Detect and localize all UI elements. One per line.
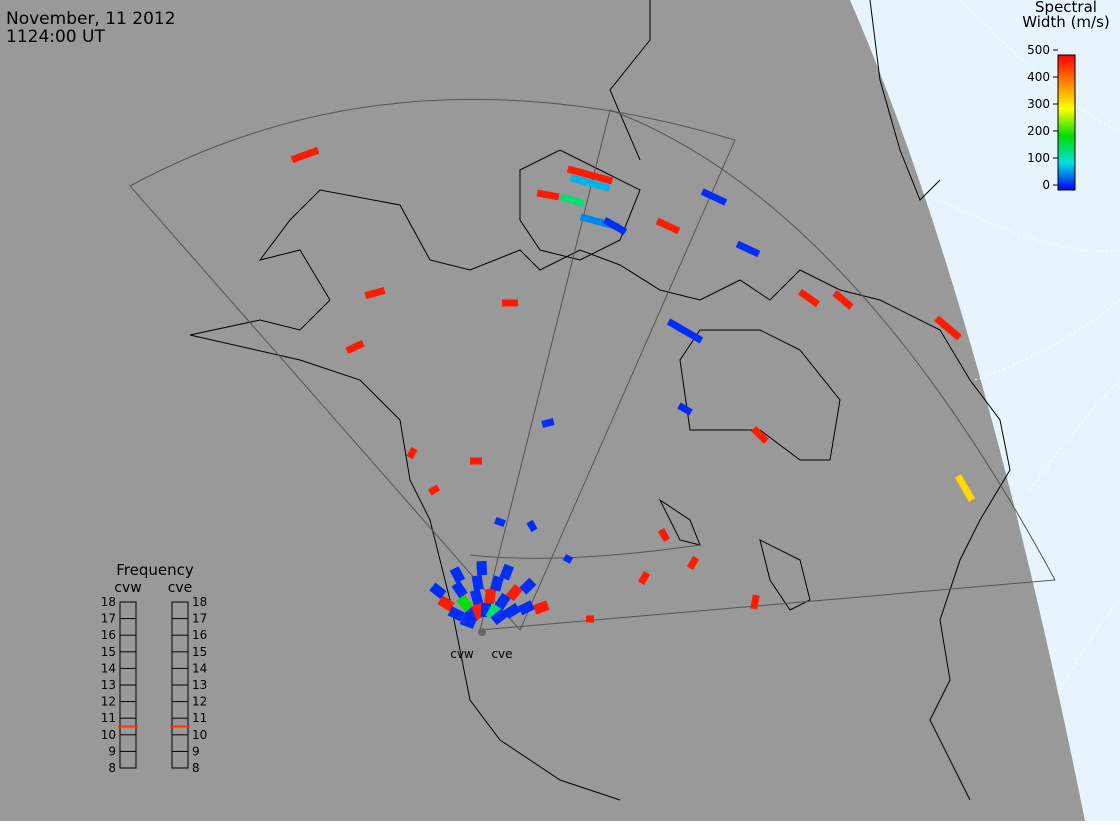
echo-layer: [290, 146, 976, 629]
echo: [456, 594, 473, 612]
radar-name: cve: [168, 580, 193, 596]
radar-label: cve: [491, 647, 512, 661]
echo: [447, 606, 465, 622]
colorbar-ticks: 0 100 200 300 400 500: [1027, 43, 1058, 192]
echo: [290, 146, 320, 164]
frequency-tick-label: 9: [108, 744, 116, 758]
colorbar-title: Width (m/s): [1022, 13, 1110, 31]
echo: [954, 474, 976, 502]
colorbar-tick-label: 300: [1027, 97, 1050, 111]
echo: [364, 287, 386, 299]
frequency-tick-label: 13: [192, 678, 207, 692]
frequency-tick-label: 12: [101, 695, 116, 709]
echo: [490, 575, 504, 592]
frequency-panel: cvw89101112131415161718cve89101112131415…: [101, 580, 208, 775]
echo: [484, 588, 497, 605]
echo: [750, 594, 760, 610]
echo: [637, 571, 651, 585]
echo: [470, 457, 482, 465]
echo: [449, 566, 466, 584]
colorbar-tick-label: 100: [1027, 151, 1050, 165]
colorbar-tick-label: 200: [1027, 124, 1050, 138]
frequency-tick-label: 18: [192, 595, 207, 609]
echo: [427, 484, 441, 496]
echo: [655, 217, 681, 235]
echo: [536, 189, 560, 201]
echo: [519, 577, 537, 595]
echo: [471, 574, 484, 591]
echo: [541, 418, 555, 428]
echo: [437, 595, 455, 612]
echo: [494, 592, 511, 610]
radar-fov: [129, 98, 1056, 631]
frequency-tick-label: 17: [192, 612, 207, 626]
echo: [526, 519, 538, 533]
echo: [505, 583, 523, 602]
echo: [469, 589, 484, 606]
frequency-tick-label: 11: [101, 711, 116, 725]
echo: [463, 606, 481, 624]
colorbar-tick-label: 0: [1042, 178, 1050, 192]
echo: [485, 603, 501, 621]
date: November, 11 2012: [6, 9, 176, 29]
frequency-tick-label: 8: [192, 761, 200, 775]
frequency-tick-label: 17: [101, 612, 116, 626]
echo: [657, 528, 671, 542]
echo: [429, 582, 447, 600]
echo: [517, 600, 535, 616]
frequency-tick-label: 16: [101, 628, 116, 642]
echo: [494, 517, 506, 527]
echo: [686, 556, 700, 570]
colorbar-tick-label: 500: [1027, 43, 1050, 57]
frequency-tick-label: 10: [192, 728, 207, 742]
echo: [677, 402, 693, 416]
colorbar: [1057, 54, 1076, 191]
colorbar-title: Spectral: [1035, 0, 1097, 16]
echo: [499, 563, 515, 581]
echo: [490, 608, 508, 626]
echo: [569, 174, 611, 192]
echo: [586, 615, 594, 623]
echo: [666, 318, 704, 344]
echo: [735, 240, 761, 258]
colorbar-tick-label: 400: [1027, 70, 1050, 84]
radar-label: cvw: [450, 647, 474, 661]
echo: [934, 315, 962, 341]
echo: [533, 600, 550, 615]
echo: [700, 188, 728, 206]
frequency-tick-label: 11: [192, 711, 207, 725]
frequency-tick-label: 13: [101, 678, 116, 692]
frequency-tick-label: 16: [192, 628, 207, 642]
echo: [797, 288, 821, 308]
frequency-tick-label: 18: [101, 595, 116, 609]
frequency-tick-label: 15: [101, 645, 116, 659]
echo: [451, 581, 468, 599]
echo: [476, 560, 488, 576]
echo: [751, 426, 769, 444]
echo: [832, 290, 854, 310]
radar-name: cvw: [114, 580, 141, 596]
frequency-tick-label: 8: [108, 761, 116, 775]
night-region: [0, 0, 1085, 821]
echo: [406, 446, 418, 460]
frequency-tick-label: 12: [192, 695, 207, 709]
echo: [562, 553, 574, 565]
echo: [559, 193, 585, 207]
frequency-title: Frequency: [116, 561, 194, 579]
echo: [502, 299, 518, 307]
frequency-tick-label: 10: [101, 728, 116, 742]
echo: [345, 340, 365, 354]
echo: [602, 216, 628, 236]
frequency-tick-label: 14: [192, 661, 207, 675]
radar-site: [478, 628, 486, 636]
frequency-tick-label: 14: [101, 661, 116, 675]
echo: [566, 165, 614, 185]
frequency-tick-label: 15: [192, 645, 207, 659]
echo: [503, 603, 521, 619]
time: 1124:00 UT: [6, 27, 105, 47]
frequency-tick-label: 9: [192, 744, 200, 758]
